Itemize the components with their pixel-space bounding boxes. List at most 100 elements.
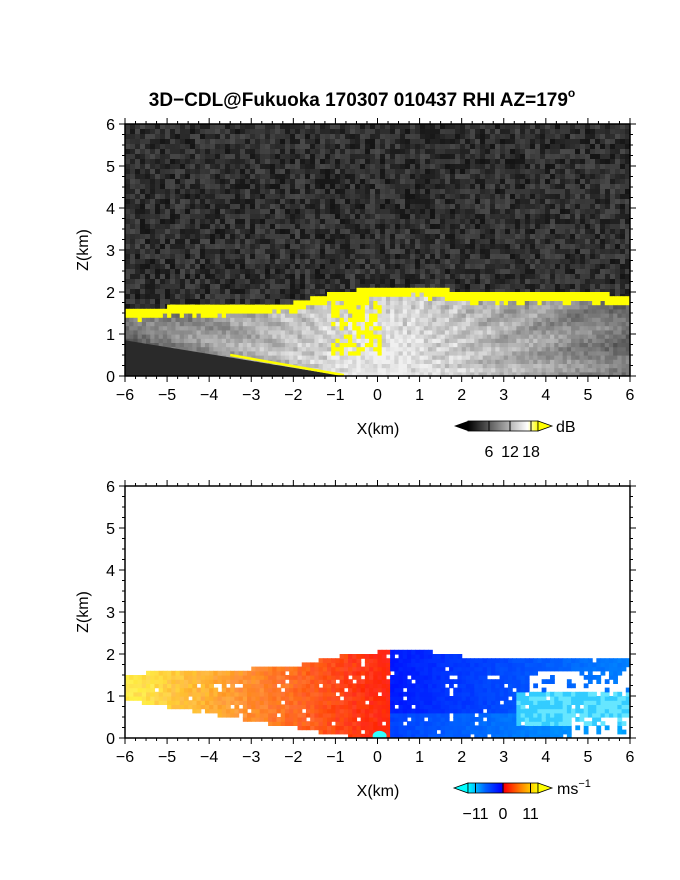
noise-pixel xyxy=(260,224,265,229)
noise-pixel xyxy=(125,279,130,284)
noise-pixel xyxy=(285,174,290,179)
noise-pixel xyxy=(615,184,620,189)
noise-pixel xyxy=(625,239,630,244)
noise-pixel xyxy=(530,229,535,234)
noise-pixel xyxy=(435,199,440,204)
noise-pixel xyxy=(375,164,380,169)
noise-pixel xyxy=(155,184,160,189)
noise-pixel xyxy=(235,299,240,304)
noise-pixel xyxy=(440,189,445,194)
noise-pixel xyxy=(440,174,445,179)
noise-pixel xyxy=(470,189,475,194)
noise-pixel xyxy=(620,164,625,169)
noise-pixel xyxy=(235,134,240,139)
noise-pixel xyxy=(135,224,140,229)
noise-pixel xyxy=(265,299,270,304)
noise-pixel xyxy=(475,174,480,179)
noise-pixel xyxy=(215,244,220,249)
noise-pixel xyxy=(605,159,610,164)
noise-pixel xyxy=(300,164,305,169)
noise-pixel xyxy=(555,134,560,139)
noise-pixel xyxy=(395,284,400,289)
noise-pixel xyxy=(490,264,495,269)
noise-pixel xyxy=(430,219,435,224)
noise-pixel xyxy=(620,189,625,194)
noise-pixel xyxy=(160,194,165,199)
noise-pixel xyxy=(190,289,195,294)
noise-pixel xyxy=(460,224,465,229)
noise-pixel xyxy=(345,249,350,254)
noise-pixel xyxy=(450,279,455,284)
noise-pixel xyxy=(500,189,505,194)
noise-pixel xyxy=(220,189,225,194)
noise-pixel xyxy=(395,144,400,149)
noise-pixel xyxy=(565,259,570,264)
noise-pixel xyxy=(535,209,540,214)
noise-pixel xyxy=(315,149,320,154)
noise-pixel xyxy=(180,294,185,299)
noise-pixel xyxy=(415,229,420,234)
noise-pixel xyxy=(265,124,270,129)
noise-pixel xyxy=(595,254,600,259)
noise-pixel xyxy=(205,199,210,204)
noise-pixel xyxy=(135,264,140,269)
noise-pixel xyxy=(400,174,405,179)
noise-pixel xyxy=(565,164,570,169)
noise-pixel xyxy=(300,149,305,154)
noise-pixel xyxy=(330,159,335,164)
noise-pixel xyxy=(450,239,455,244)
noise-pixel xyxy=(290,214,295,219)
noise-pixel xyxy=(395,159,400,164)
noise-pixel xyxy=(295,244,300,249)
noise-pixel xyxy=(425,219,430,224)
noise-pixel xyxy=(410,209,415,214)
noise-pixel xyxy=(455,154,460,159)
noise-pixel xyxy=(470,264,475,269)
noise-pixel xyxy=(580,239,585,244)
noise-pixel xyxy=(505,134,510,139)
noise-pixel xyxy=(595,284,600,289)
noise-pixel xyxy=(180,199,185,204)
noise-pixel xyxy=(320,169,325,174)
noise-pixel xyxy=(295,184,300,189)
noise-pixel xyxy=(460,169,465,174)
noise-pixel xyxy=(525,279,530,284)
noise-pixel xyxy=(295,259,300,264)
noise-pixel xyxy=(175,294,180,299)
noise-pixel xyxy=(230,269,235,274)
noise-pixel xyxy=(350,189,355,194)
noise-pixel xyxy=(510,144,515,149)
noise-pixel xyxy=(430,139,435,144)
noise-pixel xyxy=(450,234,455,239)
noise-pixel xyxy=(245,199,250,204)
noise-pixel xyxy=(270,164,275,169)
noise-pixel xyxy=(535,229,540,234)
noise-pixel xyxy=(305,124,310,129)
noise-pixel xyxy=(380,209,385,214)
noise-pixel xyxy=(515,199,520,204)
noise-pixel xyxy=(615,129,620,134)
noise-pixel xyxy=(605,144,610,149)
noise-pixel xyxy=(175,259,180,264)
noise-pixel xyxy=(435,239,440,244)
noise-pixel xyxy=(355,134,360,139)
noise-pixel xyxy=(615,284,620,289)
noise-pixel xyxy=(320,124,325,129)
noise-pixel xyxy=(340,244,345,249)
noise-pixel xyxy=(250,244,255,249)
noise-pixel xyxy=(255,194,260,199)
noise-pixel xyxy=(450,124,455,129)
noise-pixel xyxy=(205,299,210,304)
noise-pixel xyxy=(195,224,200,229)
noise-pixel xyxy=(265,184,270,189)
noise-pixel xyxy=(615,274,620,279)
noise-pixel xyxy=(185,169,190,174)
noise-pixel xyxy=(135,244,140,249)
noise-pixel xyxy=(410,174,415,179)
noise-pixel xyxy=(275,194,280,199)
noise-pixel xyxy=(285,149,290,154)
noise-pixel xyxy=(460,139,465,144)
noise-pixel xyxy=(440,154,445,159)
noise-pixel xyxy=(205,179,210,184)
